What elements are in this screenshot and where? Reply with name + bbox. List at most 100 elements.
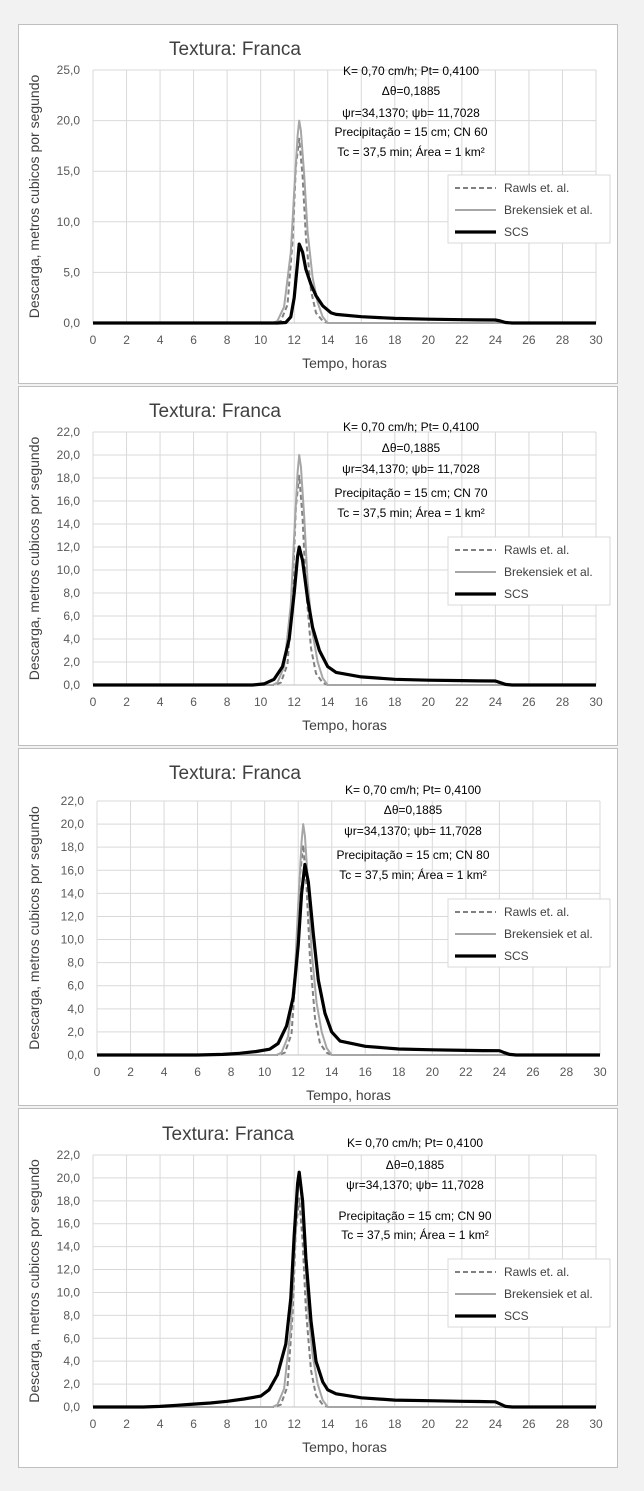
- series-line-scs: [93, 242, 596, 325]
- annotation-text: Δθ=0,1885: [384, 803, 443, 817]
- x-axis-label: Tempo, horas: [306, 1087, 391, 1103]
- y-tick-label: 22,0: [57, 1148, 81, 1162]
- series-line-brekensiek-et-al: [93, 119, 596, 324]
- y-tick-label: 15,0: [57, 164, 81, 178]
- y-tick-label: 16,0: [57, 1217, 81, 1231]
- series-line-rawls-et-al: [93, 474, 596, 686]
- series-line-scs: [97, 862, 600, 1057]
- x-tick-label: 0: [90, 333, 97, 347]
- annotation-text: K= 0,70 cm/h; Pt= 0,4100: [343, 420, 479, 434]
- annotation-text: Δθ=0,1885: [382, 441, 441, 455]
- x-tick-label: 24: [489, 333, 503, 347]
- x-tick-label: 6: [190, 1417, 197, 1431]
- x-tick-label: 10: [254, 333, 268, 347]
- y-tick-label: 0,0: [63, 316, 80, 330]
- y-tick-label: 12,0: [57, 540, 81, 554]
- x-tick-label: 0: [94, 1065, 101, 1079]
- legend-label: SCS: [504, 1309, 529, 1323]
- annotation-text: Tc = 37,5 min; Área = 1 km²: [337, 144, 484, 159]
- annotation-text: Precipitação = 15 cm; CN 70: [334, 486, 487, 500]
- chart-title: Textura: Franca: [162, 1124, 294, 1145]
- y-tick-label: 18,0: [57, 1194, 81, 1208]
- x-tick-label: 18: [388, 333, 402, 347]
- y-tick-label: 10,0: [61, 933, 85, 947]
- y-tick-label: 10,0: [57, 1285, 81, 1299]
- x-tick-label: 22: [459, 1065, 473, 1079]
- legend-label: Rawls et. al.: [504, 905, 569, 919]
- x-tick-label: 30: [589, 333, 603, 347]
- chart-svg: 0 2 4 6 8 10 12 14 16 18 20 22 24 26 28 300,05,010,015,…: [26, 39, 611, 371]
- y-tick-label: 22,0: [57, 425, 81, 439]
- x-axis-label: Tempo, horas: [302, 1439, 387, 1455]
- x-tick-label: 18: [392, 1065, 406, 1079]
- legend-label: SCS: [504, 225, 529, 239]
- annotation-text: ψr=34,1370; ψb= 11,7028: [342, 106, 480, 120]
- y-tick-label: 14,0: [57, 1240, 81, 1254]
- annotation-text: Δθ=0,1885: [386, 1158, 445, 1172]
- y-tick-label: 4,0: [67, 1002, 84, 1016]
- annotation-text: ψr=34,1370; ψb= 11,7028: [344, 824, 482, 838]
- x-tick-label: 10: [254, 695, 268, 709]
- x-tick-label: 10: [258, 1065, 272, 1079]
- legend-label: Rawls et. al.: [504, 543, 569, 557]
- legend-label: SCS: [504, 949, 529, 963]
- x-tick-label: 4: [161, 1065, 168, 1079]
- y-tick-label: 18,0: [61, 840, 85, 854]
- x-tick-label: 16: [355, 1417, 369, 1431]
- y-tick-label: 0,0: [67, 1048, 84, 1062]
- y-tick-label: 10,0: [57, 563, 81, 577]
- y-tick-label: 10,0: [57, 215, 81, 229]
- annotation-text: Precipitação = 15 cm; CN 60: [334, 125, 487, 139]
- x-tick-label: 20: [422, 1417, 436, 1431]
- x-tick-label: 20: [422, 695, 436, 709]
- x-tick-label: 24: [489, 1417, 503, 1431]
- x-tick-label: 0: [90, 1417, 97, 1431]
- y-tick-label: 2,0: [63, 1377, 80, 1391]
- x-tick-label: 2: [123, 1417, 130, 1431]
- y-tick-label: 4,0: [63, 1354, 80, 1368]
- x-tick-label: 0: [90, 695, 97, 709]
- annotation-text: ψr=34,1370; ψb= 11,7028: [346, 1178, 484, 1192]
- x-tick-label: 8: [224, 695, 231, 709]
- chart-svg: 0 2 4 6 8 10 12 14 16 18 20 22 24 26 28 300,02,04,06,08…: [26, 763, 611, 1103]
- y-tick-label: 20,0: [61, 817, 85, 831]
- x-tick-label: 16: [355, 333, 369, 347]
- y-tick-label: 16,0: [57, 494, 81, 508]
- x-tick-label: 28: [556, 333, 570, 347]
- chart-panel-cn90: 0 2 4 6 8 10 12 14 16 18 20 22 24 26 28 30 0,0 2,0 4,0 6,0 8…: [18, 1108, 618, 1468]
- chart-title: Textura: Franca: [149, 401, 281, 422]
- chart-title: Textura: Franca: [169, 763, 301, 784]
- x-tick-label: 4: [157, 333, 164, 347]
- x-tick-label: 10: [254, 1417, 268, 1431]
- x-tick-label: 2: [123, 695, 130, 709]
- y-tick-label: 25,0: [57, 63, 81, 77]
- x-axis-label: Tempo, horas: [302, 717, 387, 733]
- legend-label: Rawls et. al.: [504, 181, 569, 195]
- x-tick-label: 30: [593, 1065, 607, 1079]
- y-tick-label: 20,0: [57, 448, 81, 462]
- annotation-text: Tc = 37,5 min; Área = 1 km²: [337, 505, 484, 520]
- y-tick-label: 12,0: [57, 1263, 81, 1277]
- legend-label: Brekensiek et al.: [504, 565, 593, 579]
- x-tick-label: 16: [359, 1065, 373, 1079]
- x-tick-label: 24: [493, 1065, 507, 1079]
- x-tick-label: 6: [194, 1065, 201, 1079]
- x-tick-label: 12: [288, 333, 302, 347]
- y-tick-label: 20,0: [57, 1171, 81, 1185]
- y-tick-label: 8,0: [63, 1308, 80, 1322]
- series-line-rawls-et-al: [93, 1197, 596, 1408]
- x-tick-label: 14: [321, 333, 335, 347]
- x-tick-label: 22: [455, 1417, 469, 1431]
- legend-label: Brekensiek et al.: [504, 1287, 593, 1301]
- y-tick-label: 22,0: [61, 794, 85, 808]
- annotation-text: K= 0,70 cm/h; Pt= 0,4100: [347, 1136, 483, 1150]
- annotation-text: Precipitação = 15 cm; CN 80: [336, 848, 489, 862]
- legend-label: Rawls et. al.: [504, 1265, 569, 1279]
- legend-label: Brekensiek et al.: [504, 203, 593, 217]
- y-tick-label: 8,0: [67, 956, 84, 970]
- x-tick-label: 12: [288, 695, 302, 709]
- x-tick-label: 8: [224, 333, 231, 347]
- y-axis-label: Descarga, metros cubicos por segundo: [26, 437, 42, 681]
- x-tick-label: 12: [292, 1065, 306, 1079]
- series-line-scs: [93, 1170, 596, 1409]
